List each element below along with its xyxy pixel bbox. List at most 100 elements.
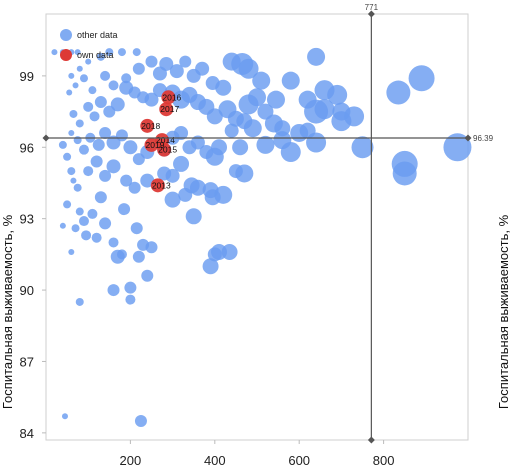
y-tick-label: 93 bbox=[20, 212, 34, 227]
data-point-own bbox=[161, 90, 176, 105]
data-point-other bbox=[76, 65, 83, 72]
data-point-other bbox=[79, 74, 88, 83]
data-point-other bbox=[68, 129, 75, 136]
x-tick-label: 200 bbox=[120, 453, 142, 468]
data-point-other bbox=[118, 203, 131, 216]
data-point-other bbox=[115, 129, 128, 142]
data-point-other bbox=[130, 222, 143, 235]
data-point-other bbox=[443, 133, 472, 162]
data-point-other bbox=[63, 152, 72, 161]
data-point-other bbox=[120, 174, 133, 187]
reference-marker-y-right bbox=[464, 134, 472, 142]
data-point-other bbox=[164, 191, 181, 208]
y-axis-label-left: Госпитальная выживаемость, % bbox=[0, 214, 15, 409]
data-point-other bbox=[256, 135, 275, 154]
y-tick-label: 96 bbox=[20, 140, 34, 155]
plot-area-frame bbox=[45, 13, 469, 441]
reference-marker-x-top bbox=[367, 10, 375, 18]
data-point-other bbox=[280, 142, 301, 163]
data-point-other bbox=[107, 284, 120, 297]
data-point-other bbox=[204, 189, 221, 206]
data-point-other bbox=[205, 147, 224, 166]
data-point-own bbox=[157, 142, 172, 157]
data-point-other bbox=[66, 89, 73, 96]
data-point-other bbox=[174, 125, 189, 140]
data-point-other bbox=[83, 166, 94, 177]
data-point-other bbox=[392, 161, 417, 186]
data-point-other bbox=[110, 97, 125, 112]
y-axis-label-right-text: Госпитальная выживаемость, % bbox=[496, 214, 511, 409]
data-point-other bbox=[179, 55, 192, 68]
data-point-other bbox=[132, 48, 141, 57]
data-point-other bbox=[99, 169, 112, 182]
y-tick-label: 99 bbox=[20, 69, 34, 84]
data-point-other bbox=[68, 248, 75, 255]
data-point-other bbox=[121, 73, 132, 84]
data-point-other bbox=[307, 47, 326, 66]
data-point-other bbox=[72, 82, 79, 89]
y-tick-label: 87 bbox=[20, 354, 34, 369]
data-point-other bbox=[202, 258, 219, 275]
x-tick-label: 800 bbox=[373, 453, 395, 468]
reference-marker-x-bottom bbox=[367, 436, 375, 444]
data-point-other bbox=[119, 80, 134, 95]
data-point-other bbox=[232, 139, 249, 156]
data-point-other bbox=[92, 138, 105, 151]
data-label-own: 2016 bbox=[162, 92, 181, 102]
data-point-other bbox=[51, 49, 58, 56]
data-label-own: 2017 bbox=[160, 104, 179, 114]
data-point-other bbox=[141, 269, 154, 282]
data-point-other bbox=[75, 207, 84, 216]
data-point-other bbox=[252, 71, 271, 90]
data-point-other bbox=[123, 140, 138, 155]
data-point-other bbox=[266, 90, 285, 109]
data-label-own: 2018 bbox=[141, 121, 160, 131]
data-point-other bbox=[67, 167, 76, 176]
data-point-own bbox=[144, 137, 159, 152]
data-point-other bbox=[145, 241, 158, 254]
data-point-other bbox=[94, 191, 107, 204]
data-point-other bbox=[89, 111, 100, 122]
data-point-other bbox=[63, 200, 72, 209]
legend-label-other: other data bbox=[77, 30, 118, 40]
data-point-other bbox=[215, 79, 232, 96]
data-point-own bbox=[159, 102, 174, 117]
data-point-other bbox=[108, 80, 119, 91]
data-point-other bbox=[331, 111, 352, 132]
data-point-other bbox=[132, 250, 145, 263]
data-point-other bbox=[73, 183, 82, 192]
reference-lines: 771 96.39 bbox=[42, 3, 494, 444]
data-point-other bbox=[238, 58, 259, 79]
data-point-other bbox=[386, 80, 411, 105]
data-point-other bbox=[68, 72, 75, 79]
data-point-other bbox=[195, 61, 210, 76]
data-point-other bbox=[117, 48, 126, 57]
data-point-other bbox=[157, 166, 172, 181]
data-point-other bbox=[248, 88, 266, 107]
legend-marker-own bbox=[60, 49, 72, 61]
reference-label-x: 771 bbox=[365, 3, 379, 12]
data-point-other bbox=[124, 281, 137, 294]
data-point-other bbox=[71, 224, 80, 233]
data-point-other bbox=[185, 208, 202, 225]
data-point-other bbox=[99, 126, 112, 139]
data-point-other bbox=[74, 49, 81, 56]
data-point-other bbox=[75, 297, 84, 306]
data-point-other bbox=[69, 109, 78, 118]
data-point-other bbox=[224, 123, 239, 138]
data-point-other bbox=[327, 84, 348, 105]
data-point-other bbox=[73, 136, 82, 145]
legend-label-own: own data bbox=[77, 50, 114, 60]
y-tick-label: 90 bbox=[20, 283, 34, 298]
data-point-other bbox=[87, 208, 98, 219]
data-point-other bbox=[235, 164, 254, 183]
data-point-other bbox=[96, 52, 105, 61]
data-point-other bbox=[190, 135, 205, 150]
y-axis-label-left-text: Госпитальная выживаемость, % bbox=[0, 214, 15, 409]
data-point-other bbox=[306, 132, 327, 153]
data-point-other bbox=[78, 144, 89, 155]
axes-frame: 84 87 90 93 96 99 200 400 600 800 bbox=[20, 13, 469, 468]
data-point-other bbox=[58, 140, 67, 149]
